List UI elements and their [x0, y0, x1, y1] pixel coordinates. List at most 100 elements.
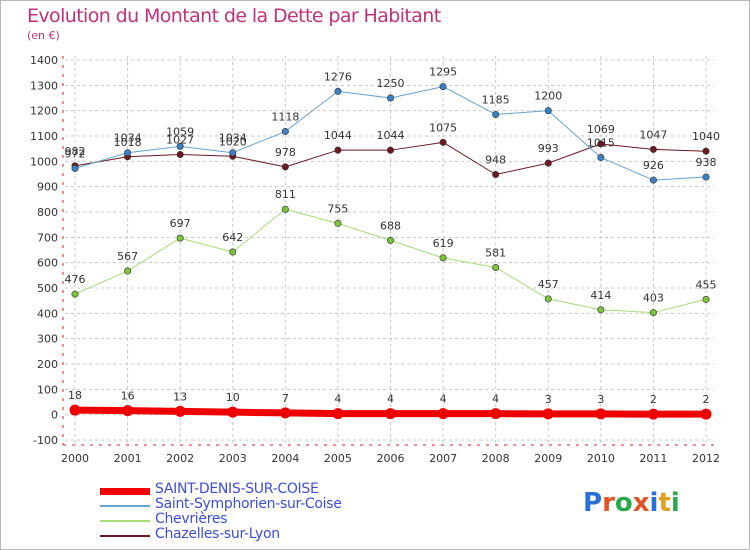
data-label: 926 [643, 159, 664, 172]
y-tick-label: 500 [37, 282, 58, 295]
legend-label: SAINT-DENIS-SUR-COISE [155, 481, 319, 497]
data-point [649, 309, 657, 317]
data-label: 10 [226, 391, 240, 404]
data-point [386, 236, 394, 244]
data-label: 581 [485, 246, 506, 259]
data-label: 18 [68, 389, 82, 402]
data-label: 2 [703, 393, 710, 406]
data-label: 414 [590, 289, 611, 302]
y-tick-label: 100 [37, 383, 58, 396]
logo-letter: x [632, 488, 650, 518]
data-label: 476 [65, 273, 86, 286]
y-tick-label: -100 [33, 434, 58, 447]
legend-swatch [100, 520, 150, 522]
data-point [490, 408, 502, 420]
data-point [492, 110, 500, 118]
y-tick-label: 200 [37, 358, 58, 371]
data-point [595, 408, 607, 420]
x-tick-label: 2005 [324, 452, 352, 465]
data-label: 619 [433, 237, 454, 250]
data-label: 7 [282, 392, 289, 405]
y-tick-label: 600 [37, 257, 58, 270]
x-tick-label: 2006 [377, 452, 405, 465]
x-tick-label: 2004 [271, 452, 299, 465]
legend-label: Chevrières [155, 511, 228, 527]
data-point [124, 267, 132, 275]
y-tick-label: 1300 [30, 79, 58, 92]
data-point [332, 408, 344, 420]
data-label: 16 [121, 390, 135, 403]
data-point [176, 234, 184, 242]
data-label: 1044 [324, 129, 352, 142]
data-label: 1276 [324, 70, 352, 83]
logo-letter: r [602, 488, 615, 518]
data-point [597, 140, 605, 148]
data-point [334, 146, 342, 154]
data-point [334, 219, 342, 227]
logo-letter: i [649, 488, 659, 518]
x-tick-label: 2011 [639, 452, 667, 465]
x-tick-label: 2009 [534, 452, 562, 465]
data-point [386, 146, 394, 154]
data-label: 1027 [166, 133, 194, 146]
data-label: 1059 [166, 125, 194, 138]
chart-unit: (en €) [27, 29, 60, 42]
axes: -100 0 100 200 300 400 500 600 700 800 900 1000 1100… [30, 54, 720, 465]
data-point [702, 147, 710, 155]
data-point [229, 149, 237, 157]
data-point [281, 127, 289, 135]
data-label: 972 [65, 147, 86, 160]
proxiti-logo: Proxiti [583, 488, 680, 518]
data-label: 1034 [114, 132, 142, 145]
data-point [227, 406, 239, 418]
data-point [176, 150, 184, 158]
data-label: 1040 [692, 130, 720, 143]
data-point [649, 176, 657, 184]
y-tick-label: 300 [37, 333, 58, 346]
data-label: 938 [696, 156, 717, 169]
data-label: 642 [222, 231, 243, 244]
logo-letter: i [670, 488, 680, 518]
data-point [124, 149, 132, 157]
data-point [439, 254, 447, 262]
data-point [597, 154, 605, 162]
data-label: 697 [170, 217, 191, 230]
data-label: 1075 [429, 121, 457, 134]
data-point [542, 408, 554, 420]
data-point [492, 263, 500, 271]
data-label: 1020 [219, 135, 247, 148]
data-label: 2 [650, 393, 657, 406]
data-point [544, 107, 552, 115]
data-label: 1015 [587, 137, 615, 150]
data-label: 403 [643, 292, 664, 305]
y-tick-label: 900 [37, 181, 58, 194]
data-label: 1044 [377, 129, 405, 142]
data-point [385, 408, 396, 420]
data-label: 1200 [534, 90, 562, 103]
data-label: 755 [327, 202, 348, 215]
data-label: 1118 [271, 110, 299, 123]
data-point [334, 87, 342, 95]
data-point [702, 295, 710, 303]
data-label: 1250 [377, 77, 405, 90]
legend-swatch [100, 487, 150, 495]
data-point [281, 205, 289, 213]
grid-lines [65, 56, 714, 445]
logo-letter: t [658, 488, 671, 518]
legend-swatch [100, 535, 150, 537]
y-tick-label: 400 [37, 307, 58, 320]
x-tick-label: 2008 [482, 452, 510, 465]
data-label: 1034 [219, 132, 247, 145]
data-label: 1295 [429, 66, 457, 79]
logo-letter: o [614, 488, 633, 518]
x-tick-label: 2012 [692, 452, 720, 465]
data-label: 4 [492, 393, 499, 406]
data-point [702, 173, 710, 181]
data-label: 993 [538, 142, 559, 155]
x-tick-label: 2007 [429, 452, 457, 465]
data-label: 948 [485, 154, 506, 167]
x-tick-label: 2003 [219, 452, 247, 465]
data-label: 3 [597, 393, 604, 406]
y-tick-label: 1100 [30, 130, 58, 143]
